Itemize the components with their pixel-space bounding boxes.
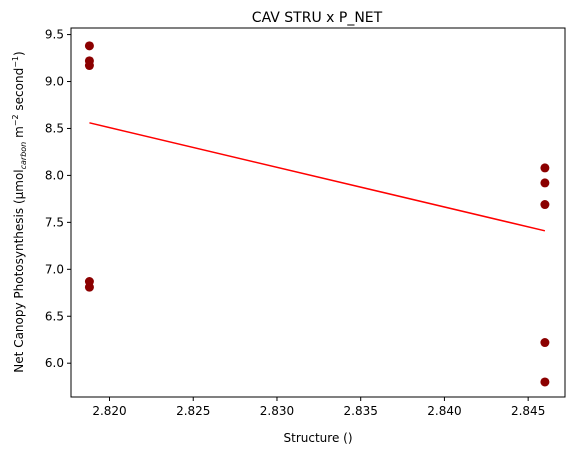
y-tick-label: 7.5 — [45, 215, 64, 229]
data-point — [84, 282, 94, 292]
regression-line — [89, 122, 546, 232]
fit-line-layer — [89, 122, 546, 232]
y-axis-title-subscript: carbon — [19, 142, 28, 170]
data-point — [84, 61, 94, 71]
data-point — [84, 41, 94, 51]
y-axis-title-sup2: −1 — [11, 56, 20, 68]
y-axis-title-mid: m — [12, 126, 26, 142]
y-axis-title-sup1: −2 — [11, 114, 20, 126]
x-tick-label: 2.825 — [176, 404, 210, 418]
data-point — [540, 178, 550, 188]
x-tick-label: 2.845 — [511, 404, 545, 418]
y-axis-title-mid2: second — [12, 68, 26, 115]
y-axis-title-suffix: ) — [12, 51, 26, 56]
x-tick-label: 2.840 — [427, 404, 461, 418]
y-axis-ticks: 6.0 6.5 7.0 7.5 8.0 8.5 9.0 9.5 — [45, 28, 71, 370]
x-axis-ticks: 2.820 2.825 2.830 2.835 2.840 2.845 — [92, 397, 545, 418]
y-tick-label: 6.5 — [45, 309, 64, 323]
data-point — [540, 163, 550, 173]
x-tick-label: 2.835 — [344, 404, 378, 418]
data-point — [540, 377, 550, 387]
data-points-layer — [84, 41, 550, 387]
y-axis-title-prefix: Net Canopy Photosynthesis (µmol — [12, 169, 26, 372]
data-point — [540, 338, 550, 348]
y-tick-label: 9.5 — [45, 28, 64, 42]
plot-area-frame — [70, 27, 566, 398]
y-tick-label: 6.0 — [45, 356, 64, 370]
y-tick-label: 7.0 — [45, 262, 64, 276]
y-axis-title: Net Canopy Photosynthesis (µmolcarbon m−… — [11, 51, 28, 372]
data-point — [540, 200, 550, 210]
x-tick-label: 2.820 — [92, 404, 126, 418]
y-tick-label: 8.5 — [45, 121, 64, 135]
x-tick-label: 2.830 — [260, 404, 294, 418]
y-tick-label: 9.0 — [45, 75, 64, 89]
x-axis-title: Structure () — [284, 431, 353, 445]
y-tick-label: 8.0 — [45, 168, 64, 182]
chart-title: CAV STRU x P_NET — [252, 10, 383, 26]
